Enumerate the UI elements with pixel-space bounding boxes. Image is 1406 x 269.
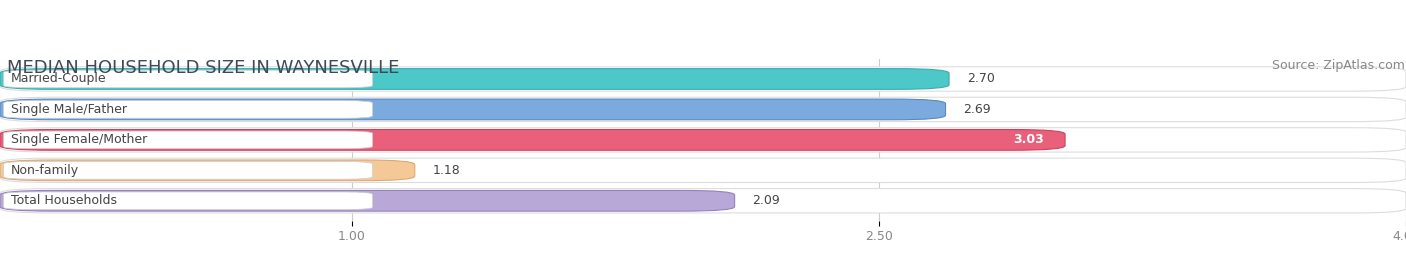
Text: MEDIAN HOUSEHOLD SIZE IN WAYNESVILLE: MEDIAN HOUSEHOLD SIZE IN WAYNESVILLE [7, 59, 399, 77]
FancyBboxPatch shape [0, 69, 949, 89]
FancyBboxPatch shape [3, 192, 373, 210]
Text: 2.09: 2.09 [752, 194, 780, 207]
FancyBboxPatch shape [0, 128, 1406, 152]
Text: 2.69: 2.69 [963, 103, 991, 116]
Text: Total Households: Total Households [11, 194, 117, 207]
Text: Source: ZipAtlas.com: Source: ZipAtlas.com [1271, 59, 1405, 72]
Text: Single Female/Mother: Single Female/Mother [11, 133, 146, 146]
FancyBboxPatch shape [0, 97, 1406, 122]
FancyBboxPatch shape [0, 160, 415, 181]
FancyBboxPatch shape [3, 101, 373, 118]
FancyBboxPatch shape [3, 70, 373, 88]
Text: Married-Couple: Married-Couple [11, 72, 107, 86]
FancyBboxPatch shape [0, 99, 945, 120]
Text: 1.18: 1.18 [433, 164, 460, 177]
Text: 2.70: 2.70 [967, 72, 994, 86]
FancyBboxPatch shape [0, 130, 1066, 150]
FancyBboxPatch shape [0, 189, 1406, 213]
FancyBboxPatch shape [0, 190, 734, 211]
FancyBboxPatch shape [3, 161, 373, 179]
Text: Non-family: Non-family [11, 164, 79, 177]
FancyBboxPatch shape [0, 158, 1406, 182]
Text: Single Male/Father: Single Male/Father [11, 103, 127, 116]
Text: 3.03: 3.03 [1014, 133, 1043, 146]
FancyBboxPatch shape [3, 131, 373, 149]
FancyBboxPatch shape [0, 67, 1406, 91]
